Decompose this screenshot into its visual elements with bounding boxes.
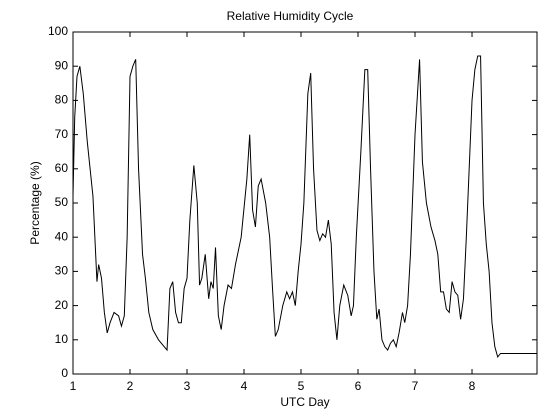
y-tick-label: 0: [61, 366, 68, 380]
x-tick-label: 5: [298, 379, 305, 393]
data-line: [72, 55, 537, 358]
x-tick-label: 6: [355, 379, 362, 393]
x-tick-label: 3: [184, 379, 191, 393]
x-tick-label: 8: [469, 379, 476, 393]
y-tick-label: 70: [55, 127, 69, 141]
y-tick-label: 60: [55, 161, 69, 175]
chart-title: Relative Humidity Cycle: [227, 9, 354, 23]
x-axis-label: UTC Day: [280, 395, 329, 409]
y-tick-label: 30: [55, 264, 69, 278]
y-tick-label: 50: [55, 195, 69, 209]
y-tick-label: 90: [55, 58, 69, 72]
y-axis-label: Percentage (%): [28, 161, 42, 244]
y-tick-label: 10: [55, 332, 69, 346]
x-tick-label: 2: [127, 379, 134, 393]
x-tick-label: 7: [412, 379, 419, 393]
x-tick-label: 1: [70, 379, 77, 393]
x-tick-label: 4: [241, 379, 248, 393]
y-tick-label: 20: [55, 298, 69, 312]
y-tick-label: 40: [55, 229, 69, 243]
y-tick-label: 80: [55, 93, 69, 107]
y-tick-label: 100: [48, 24, 68, 38]
